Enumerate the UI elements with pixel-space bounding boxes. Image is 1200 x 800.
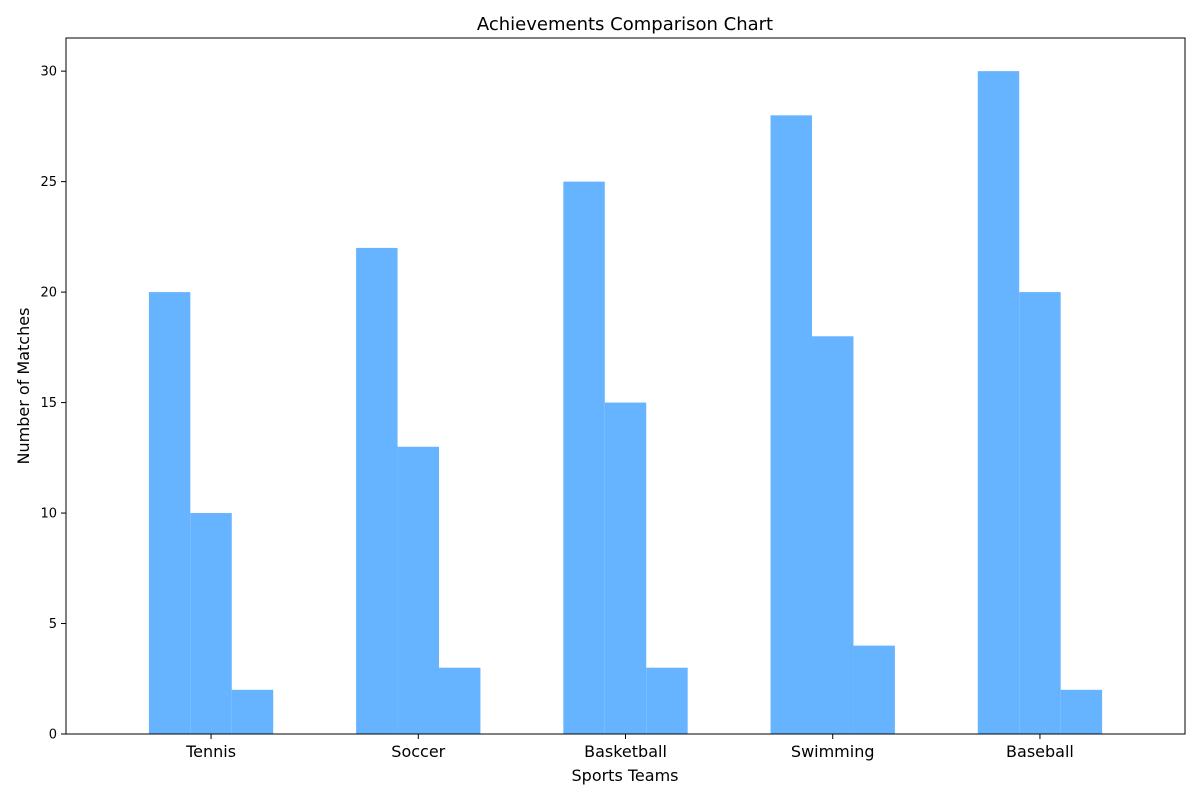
bar-tennis-2 [190, 513, 232, 734]
x-tick-label-basketball: Basketball [584, 742, 667, 761]
y-tick-label: 10 [40, 507, 57, 522]
bar-tennis-1 [148, 292, 191, 734]
x-axis-label: Sports Teams [572, 766, 679, 785]
y-tick-label: 15 [40, 396, 57, 411]
y-axis-label: Number of Matches [14, 308, 33, 465]
bar-swimming-1 [770, 115, 812, 735]
bar-swimming-2 [812, 336, 854, 734]
y-axis: 0 5 10 15 20 25 30 [40, 65, 66, 743]
bar-baseball-2 [1019, 292, 1061, 734]
bar-swimming-3 [853, 645, 895, 734]
x-axis: Tennis Soccer Basketball Swimming Baseball [185, 734, 1074, 761]
y-tick-label: 20 [40, 286, 57, 301]
x-tick-label-swimming: Swimming [791, 742, 875, 761]
bar-tennis-3 [231, 689, 274, 734]
bar-basketball-1 [563, 181, 605, 735]
x-tick-label-soccer: Soccer [391, 742, 445, 761]
bar-soccer-3 [439, 667, 481, 734]
bar-soccer-1 [356, 247, 398, 734]
y-tick-label: 5 [49, 617, 57, 632]
bar-baseball-3 [1060, 689, 1103, 734]
x-tick-label-tennis: Tennis [185, 742, 236, 761]
bar-basketball-2 [604, 402, 647, 734]
y-tick-label: 30 [40, 65, 57, 80]
x-tick-label-baseball: Baseball [1006, 742, 1074, 761]
chart-title: Achievements Comparison Chart [477, 14, 773, 35]
plot-frame [65, 37, 1186, 735]
bar-soccer-2 [397, 446, 439, 734]
y-tick-label: 25 [40, 175, 57, 190]
bar-basketball-3 [646, 667, 688, 734]
bar-baseball-1 [977, 71, 1020, 734]
y-tick-label: 0 [49, 728, 57, 743]
bars-group [148, 71, 1103, 735]
